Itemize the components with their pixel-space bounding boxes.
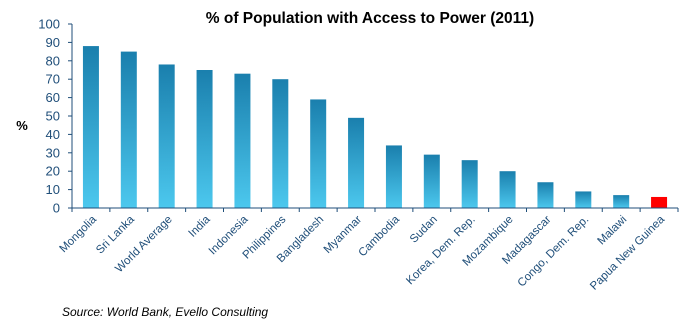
y-tick-label: 80 [46,53,60,68]
y-tick-label: 10 [46,182,60,197]
x-tick-label: Sudan [408,214,440,246]
y-tick-label: 70 [46,72,60,87]
y-tick-label: 100 [38,17,60,32]
bar-sudan [423,154,440,208]
bar-world-average [158,64,175,208]
y-tick-label: 20 [46,164,60,179]
bar-myanmar [348,117,365,208]
x-tick-label: Papua New Guinea [588,213,667,292]
bar-philippines [272,79,289,208]
chart-title: % of Population with Access to Power (20… [206,10,534,27]
y-axis-ticks: 0 10 20 30 40 50 60 70 80 90 100 [38,17,72,216]
bars-group [82,46,668,209]
bar-cambodia [385,145,402,208]
y-tick-label: 0 [53,201,60,216]
bar-india [196,70,213,208]
y-tick-label: 90 [46,35,60,50]
bar-sri-lanka [120,51,137,208]
x-tick-label: Malawi [596,214,630,248]
bar-mongolia [82,46,99,208]
y-tick-label: 40 [46,127,60,142]
source-note: Source: World Bank, Evello Consulting [62,305,268,319]
bar-papua-new-guinea [651,196,668,208]
bar-bangladesh [310,99,327,208]
y-axis-label: % [16,118,28,133]
bar-korea-dem-rep [461,160,478,208]
x-tick-label: Korea, Dem. Rep. [404,214,478,288]
x-tick-label: Congo, Dem. Rep. [516,214,592,290]
bar-mozambique [499,171,516,208]
x-tick-label: Cambodia [357,213,403,259]
y-tick-label: 60 [46,90,60,105]
x-tick-label: India [187,213,214,240]
bar-indonesia [234,73,251,209]
y-tick-label: 50 [46,109,60,124]
y-tick-label: 30 [46,145,60,160]
bar-madagascar [537,182,554,208]
bar-congo-dem-rep [575,191,592,208]
bar-malawi [613,195,630,208]
x-tick-label: Mongolia [58,213,100,255]
